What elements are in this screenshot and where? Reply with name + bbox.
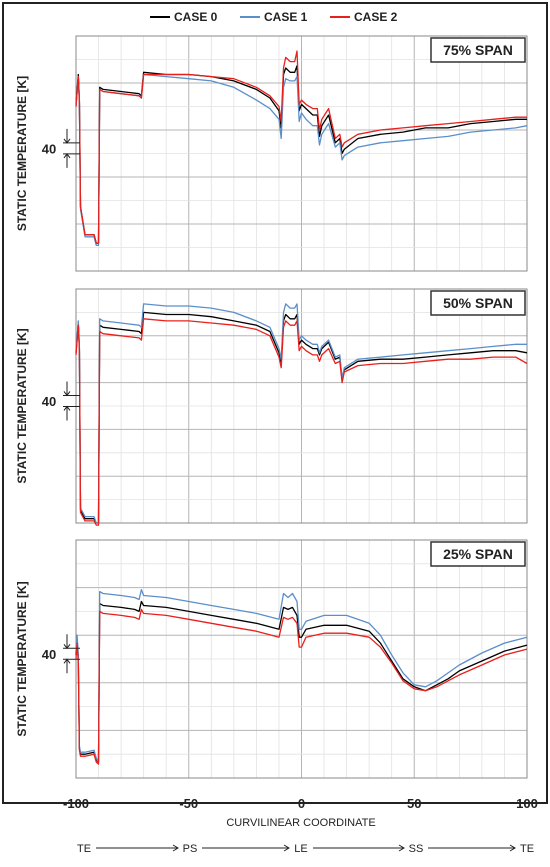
svg-text:50% SPAN: 50% SPAN [443,295,513,311]
y-annotation-label: 40 [42,394,56,409]
svg-text:75% SPAN: 75% SPAN [443,42,513,58]
flow-label-te: TE [520,843,534,855]
flow-label-ps: PS [183,843,198,855]
y-axis-label: STATIC TEMPERATURE [K] [15,328,29,483]
x-tick-label: 100 [516,796,538,811]
y-scale-annotation: 40 [42,381,80,421]
panel-2: 50% SPAN STATIC TEMPERATURE [K] 40 [15,288,528,526]
x-tick-label: 50 [407,796,421,811]
grid [75,539,528,779]
series-line-case-2 [75,50,527,244]
legend-label-case-2: CASE 2 [354,10,398,24]
outer-frame [2,2,548,804]
y-scale-annotation: 40 [42,128,80,168]
legend: CASE 0 CASE 1 CASE 2 [150,10,398,24]
y-scale-annotation: 40 [42,634,80,674]
series-line-case-2 [75,318,528,526]
panel-3: 25% SPAN STATIC TEMPERATURE [K] 40 [15,539,528,779]
panel-title: 50% SPAN [430,290,526,316]
x-axis-label: CURVILINEAR COORDINATE [226,817,375,829]
x-tick-label: 0 [298,796,305,811]
svg-text:25% SPAN: 25% SPAN [443,546,513,562]
flow-label-te: TE [77,843,91,855]
x-tick-labels: -100 -50 0 50 100 [63,796,538,811]
y-axis-label: STATIC TEMPERATURE [K] [15,76,29,231]
series-line-case-2 [75,608,528,765]
series-line-case-1 [75,588,528,763]
grid [75,35,528,272]
legend-label-case-0: CASE 0 [174,10,218,24]
flow-label-ss: SS [409,843,424,855]
x-tick-label: -100 [63,796,89,811]
y-annotation-label: 40 [42,141,56,156]
panel-1: 75% SPAN STATIC TEMPERATURE [K] 40 [15,35,528,272]
legend-label-case-1: CASE 1 [264,10,308,24]
flow-label-le: LE [294,843,307,855]
flow-direction-row: TE PS LE SS TE [77,843,534,855]
panel-title: 75% SPAN [430,37,526,63]
y-axis-label: STATIC TEMPERATURE [K] [15,581,29,736]
panel-title: 25% SPAN [430,541,526,567]
y-annotation-label: 40 [42,647,56,662]
x-tick-label: -50 [179,796,198,811]
